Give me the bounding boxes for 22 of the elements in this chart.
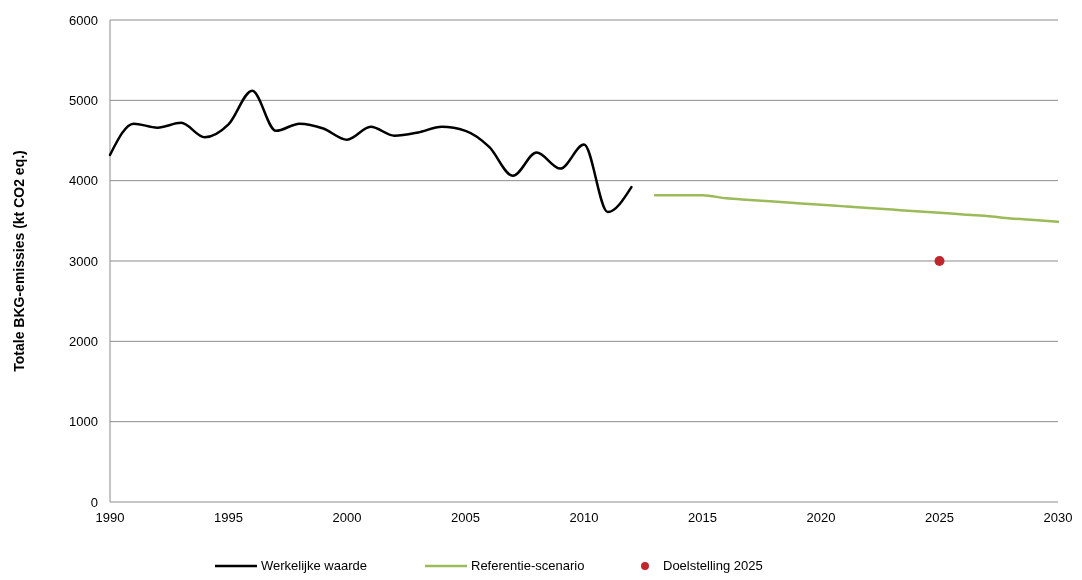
y-tick-label: 3000 <box>69 253 98 269</box>
y-tick-label: 2000 <box>69 333 98 349</box>
y-axis-title: Totale BKG-emissies (kt CO2 eq.) <box>11 150 27 372</box>
x-tick-label: 1995 <box>214 510 243 525</box>
y-tick-label: 1000 <box>69 414 98 430</box>
line-series <box>108 89 633 214</box>
line-series <box>653 193 1060 223</box>
legend-label: Doelstelling 2025 <box>663 558 763 573</box>
x-tick-label: 2015 <box>688 510 717 525</box>
y-tick-label: 0 <box>90 494 98 510</box>
x-tick-label: 2010 <box>569 510 599 525</box>
x-tick-label: 2005 <box>451 510 480 525</box>
y-tick-label: 4000 <box>69 173 98 189</box>
x-tick-label: 2000 <box>332 510 362 525</box>
legend-label: Werkelijke waarde <box>261 558 367 573</box>
legend-label: Referentie-scenario <box>471 558 585 573</box>
x-tick-label: 2020 <box>806 510 836 525</box>
x-tick-label: 1990 <box>95 510 125 525</box>
y-tick-label: 6000 <box>69 12 98 28</box>
x-tick-label: 2030 <box>1043 510 1073 525</box>
x-tick-label: 2025 <box>925 510 954 525</box>
y-tick-label: 5000 <box>69 92 98 108</box>
